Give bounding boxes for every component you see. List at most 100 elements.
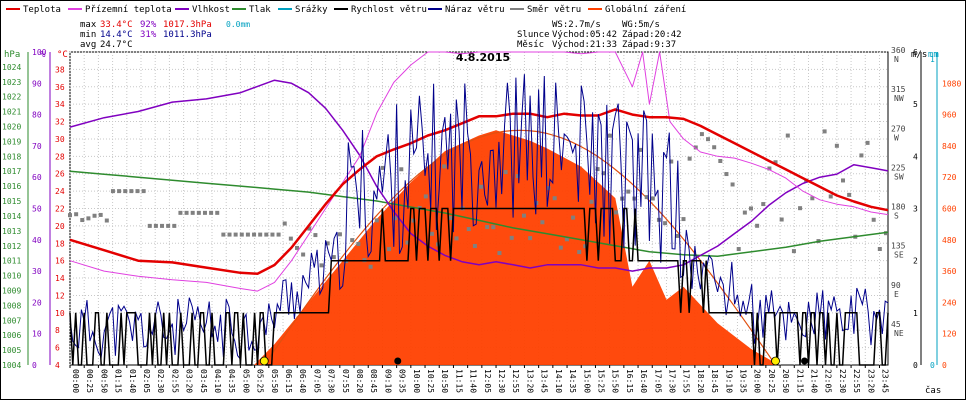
series-line-tlak: [69, 170, 889, 257]
series-line-wind-gust: [69, 74, 889, 361]
wind-direction-point: [841, 178, 846, 183]
wind-direction-point: [423, 194, 428, 199]
x-tick-label: 10:50: [440, 369, 449, 393]
legend: Teplota Přízemní teplota Vlhkost Tlak Sr…: [6, 5, 686, 15]
series-line-wind-speed: [69, 207, 889, 366]
wind-direction-point: [828, 194, 833, 199]
temperature-tick-label: 28: [55, 152, 65, 161]
wind-direction-point: [135, 189, 140, 194]
wind-direction-point: [117, 189, 122, 194]
wind-direction-point: [233, 232, 238, 237]
info-wg: WG:5m/s: [622, 20, 660, 30]
wind-direction-point: [699, 132, 704, 137]
temperature-tick-label: 6: [55, 344, 60, 353]
wind-direction-point: [736, 247, 741, 252]
wind-direction-point: [810, 196, 815, 201]
wind-direction-point: [387, 247, 392, 252]
wind-direction-point: [521, 213, 526, 218]
temperature-tick-label: 32: [55, 118, 65, 127]
axis-unit-humidity: %: [40, 50, 46, 60]
humidity-tick-label: 90: [32, 79, 42, 88]
temperature-tick-label: 12: [55, 291, 65, 300]
wind-direction-point: [129, 189, 134, 194]
wind-direction-point: [374, 218, 379, 223]
pressure-tick-label: 1008: [2, 301, 21, 310]
stat-max-press: 1017.3hPa: [163, 20, 212, 30]
x-tick-label: 12:55: [511, 369, 520, 393]
wind-direction-point: [276, 232, 281, 237]
wind-direction-point: [160, 223, 165, 228]
stat-max-label: max: [80, 20, 97, 30]
temperature-tick-label: 18: [55, 239, 65, 248]
wind-direction-point: [693, 145, 698, 150]
wind-direction-point: [356, 241, 361, 246]
legend-label-radiation: Globální záření: [605, 5, 686, 15]
temperature-tick-label: 30: [55, 135, 65, 144]
x-tick-label: 14:35: [568, 369, 577, 393]
wind-direction-point: [791, 249, 796, 254]
wind-direction-point: [822, 129, 827, 134]
wind-direction-point: [110, 189, 115, 194]
wind-direction-point: [724, 172, 729, 177]
wind-direction-point: [540, 220, 545, 225]
radiation-tick-label: 240: [942, 298, 957, 307]
legend-label-rain: Srážky: [295, 5, 328, 15]
wind-direction-point: [650, 196, 655, 201]
wind-direction-point: [196, 210, 201, 215]
wind-direction-point: [515, 174, 520, 179]
wind-dir-tick-label: 360: [891, 46, 906, 55]
wind-direction-point: [68, 213, 72, 218]
wind-direction-point: [847, 192, 852, 197]
pressure-tick-label: 1017: [2, 167, 21, 176]
x-tick-label: 14:10: [554, 369, 563, 393]
wind-direction-point: [761, 202, 766, 207]
wind-direction-point: [294, 245, 299, 250]
wind-speed-tick-label: 3: [913, 205, 918, 214]
wind-direction-point: [239, 232, 244, 237]
legend-label-ground-temperature: Přízemní teplota: [85, 5, 172, 15]
wind-direction-point: [607, 133, 612, 138]
wind-direction-point: [706, 137, 711, 142]
stat-max-rain: 0.0mm: [226, 20, 250, 29]
x-tick-label: 10:25: [426, 369, 435, 393]
wind-dir-tick-label: 180: [891, 203, 906, 212]
x-tick-label: 08:20: [355, 369, 364, 393]
radiation-tick-label: 600: [942, 205, 957, 214]
x-tick-label: 09:10: [383, 369, 392, 393]
pressure-tick-label: 1016: [2, 182, 21, 191]
wind-direction-point: [491, 225, 496, 230]
wind-direction-point: [638, 147, 643, 152]
radiation-tick-label: 720: [942, 173, 957, 182]
wind-direction-point: [767, 166, 772, 171]
wind-direction-point: [528, 236, 533, 241]
x-tick-label: 07:05: [312, 369, 321, 393]
wind-direction-point: [663, 221, 668, 226]
x-tick-label: 16:15: [625, 369, 634, 393]
stat-avg-temp: 24.7°C: [100, 40, 133, 50]
wind-direction-point: [184, 210, 189, 215]
info-sun-rise: Východ:05:42: [552, 30, 617, 40]
x-tick-label: 22:05: [824, 369, 833, 393]
wind-direction-point: [485, 225, 490, 230]
x-tick-label: 05:00: [241, 369, 250, 393]
pressure-tick-label: 1005: [2, 346, 21, 355]
wind-direction-point: [681, 217, 686, 222]
x-tick-label: 15:25: [596, 369, 605, 393]
radiation-tick-label: 480: [942, 236, 957, 245]
wind-direction-point: [626, 189, 631, 194]
wind-dir-tick-label: SW: [894, 172, 904, 181]
x-tick-label: 21:40: [809, 369, 818, 393]
humidity-tick-label: 30: [32, 267, 42, 276]
x-tick-label: 23:45: [880, 369, 889, 393]
wind-direction-point: [202, 210, 207, 215]
pressure-tick-label: 1012: [2, 242, 21, 251]
x-tick-label: 17:55: [682, 369, 691, 393]
x-tick-label: 19:35: [738, 369, 747, 393]
moonrise-marker: [800, 357, 808, 365]
wind-direction-point: [877, 247, 882, 252]
wind-speed-tick-label: 5: [913, 100, 918, 109]
wind-direction-point: [577, 250, 582, 255]
wind-direction-point: [227, 232, 232, 237]
wind-direction-point: [319, 263, 324, 268]
wind-direction-point: [147, 223, 152, 228]
